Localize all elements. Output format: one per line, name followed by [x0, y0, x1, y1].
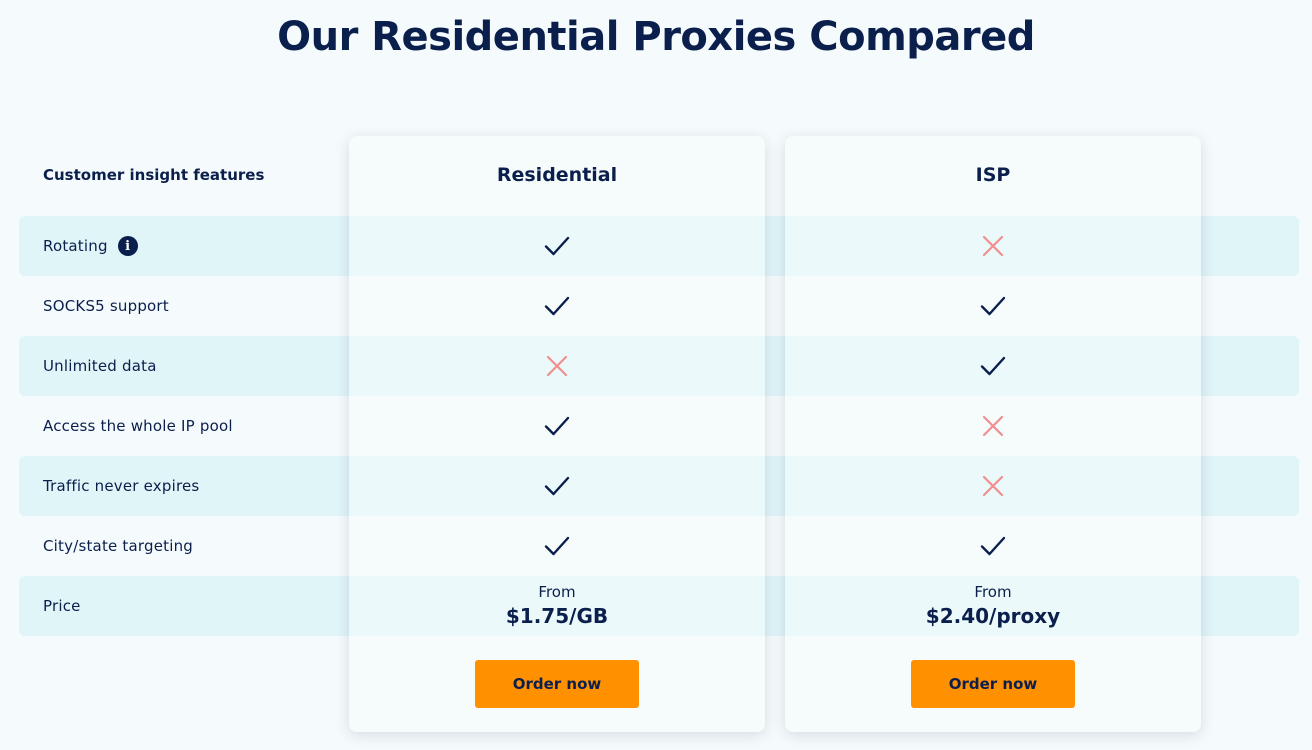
check-icon [980, 536, 1006, 556]
features-column-header: Customer insight features [43, 166, 265, 184]
feature-label-price: Price [43, 597, 81, 615]
cross-icon [546, 355, 568, 377]
feature-label-socks5: SOCKS5 support [43, 297, 169, 315]
check-icon [980, 296, 1006, 316]
residential-unlimited-data-mark-icon [542, 351, 572, 381]
feature-label-rotating: Rotating i [43, 216, 138, 276]
isp-price-prefix: From [974, 583, 1012, 601]
check-icon [980, 356, 1006, 376]
check-icon [544, 416, 570, 436]
cross-icon [982, 475, 1004, 497]
residential-column-header: Residential [496, 164, 618, 186]
isp-price-amount: $2.40/proxy [925, 604, 1061, 628]
residential-socks5-mark-icon [542, 291, 572, 321]
isp-price: From $2.40/proxy [785, 582, 1201, 630]
residential-price-amount: $1.75/GB [505, 604, 609, 628]
residential-traffic-expiry-mark-icon [542, 471, 572, 501]
cross-icon [982, 415, 1004, 437]
isp-traffic-expiry-mark-icon [978, 471, 1008, 501]
cross-icon [982, 235, 1004, 257]
page-title: Our Residential Proxies Compared [277, 14, 1035, 60]
feature-label-text: Rotating [43, 237, 108, 255]
check-icon [544, 476, 570, 496]
feature-label-unlimited-data: Unlimited data [43, 357, 157, 375]
check-icon [544, 296, 570, 316]
isp-socks5-mark-icon [978, 291, 1008, 321]
residential-rotating-mark-icon [542, 231, 572, 261]
isp-unlimited-data-mark-icon [978, 351, 1008, 381]
feature-label-city-targeting: City/state targeting [43, 537, 194, 555]
isp-rotating-mark-icon [978, 231, 1008, 261]
residential-order-button[interactable]: Order now [475, 660, 639, 708]
isp-city-targeting-mark-icon [978, 531, 1008, 561]
isp-order-button[interactable]: Order now [911, 660, 1075, 708]
feature-label-traffic-expiry: Traffic never expires [43, 477, 200, 495]
info-icon[interactable]: i [117, 236, 138, 256]
residential-price-prefix: From [538, 583, 576, 601]
residential-plan-card [349, 136, 765, 732]
isp-plan-card [785, 136, 1201, 732]
residential-ip-pool-mark-icon [542, 411, 572, 441]
check-icon [544, 236, 570, 256]
residential-city-targeting-mark-icon [542, 531, 572, 561]
residential-price: From $1.75/GB [349, 582, 765, 630]
isp-column-header: ISP [975, 164, 1011, 186]
feature-label-ip-pool: Access the whole IP pool [43, 417, 233, 435]
check-icon [544, 536, 570, 556]
isp-ip-pool-mark-icon [978, 411, 1008, 441]
